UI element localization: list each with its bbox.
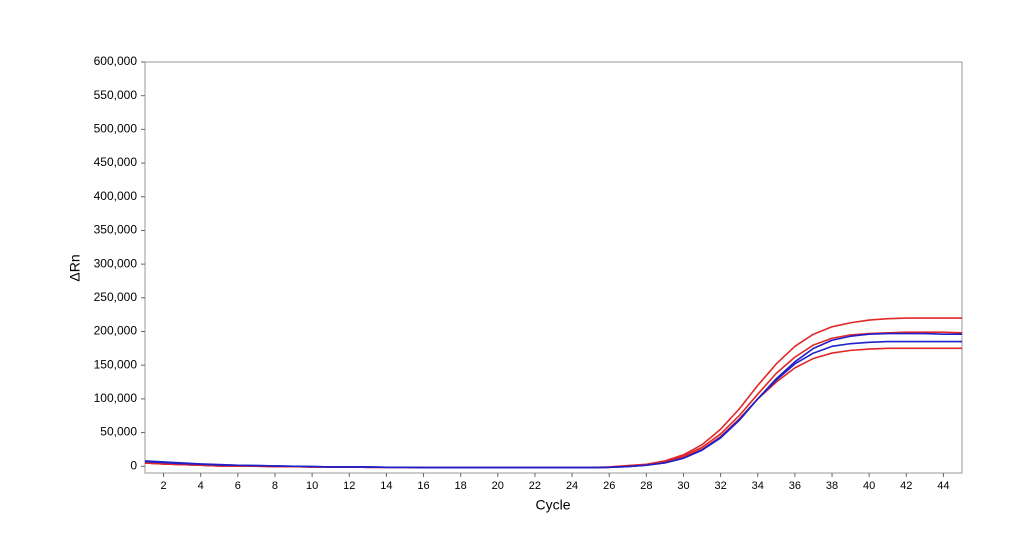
x-tick-label: 40 (863, 480, 875, 492)
y-tick-label: 550,000 (94, 88, 138, 102)
x-tick-label: 38 (826, 480, 838, 492)
x-tick-label: 36 (789, 480, 801, 492)
y-tick-label: 50,000 (100, 425, 137, 439)
x-tick-label: 18 (455, 480, 467, 492)
x-tick-label: 26 (603, 480, 615, 492)
y-tick-label: 500,000 (94, 122, 138, 136)
x-tick-label: 32 (714, 480, 726, 492)
x-tick-label: 28 (640, 480, 652, 492)
plot-frame (144, 61, 963, 474)
y-tick-label: 200,000 (94, 324, 138, 338)
x-tick-label: 2 (161, 480, 167, 492)
x-tick-label: 20 (492, 480, 504, 492)
x-tick-label: 44 (937, 480, 949, 492)
x-tick-label: 22 (529, 480, 541, 492)
series-line (144, 340, 962, 469)
series-line (144, 332, 962, 469)
x-tick-label: 14 (380, 480, 392, 492)
y-tick-label: 350,000 (94, 223, 138, 237)
x-axis-label: Cycle (535, 497, 570, 513)
x-tick-label: 24 (566, 480, 578, 492)
y-tick-label: 250,000 (94, 290, 138, 304)
x-tick-label: 10 (306, 480, 318, 492)
x-tick-label: 34 (752, 480, 764, 492)
y-tick-label: 450,000 (94, 155, 138, 169)
y-tick-label: 400,000 (94, 189, 138, 203)
y-tick-label: 0 (130, 458, 137, 472)
y-axis-label: ΔRn (67, 254, 83, 281)
series-line (144, 347, 962, 469)
x-tick-label: 12 (343, 480, 355, 492)
y-tick-label: 600,000 (94, 54, 138, 68)
x-tick-label: 6 (235, 480, 241, 492)
y-tick-label: 100,000 (94, 391, 138, 405)
y-tick-label: 150,000 (94, 357, 138, 371)
x-tick-label: 8 (272, 480, 278, 492)
x-tick-label: 16 (417, 480, 429, 492)
x-tick-label: 4 (198, 480, 204, 492)
x-tick-label: 30 (677, 480, 689, 492)
x-tick-label: 42 (900, 480, 912, 492)
y-tick-label: 300,000 (94, 256, 138, 270)
series-line (144, 317, 962, 469)
